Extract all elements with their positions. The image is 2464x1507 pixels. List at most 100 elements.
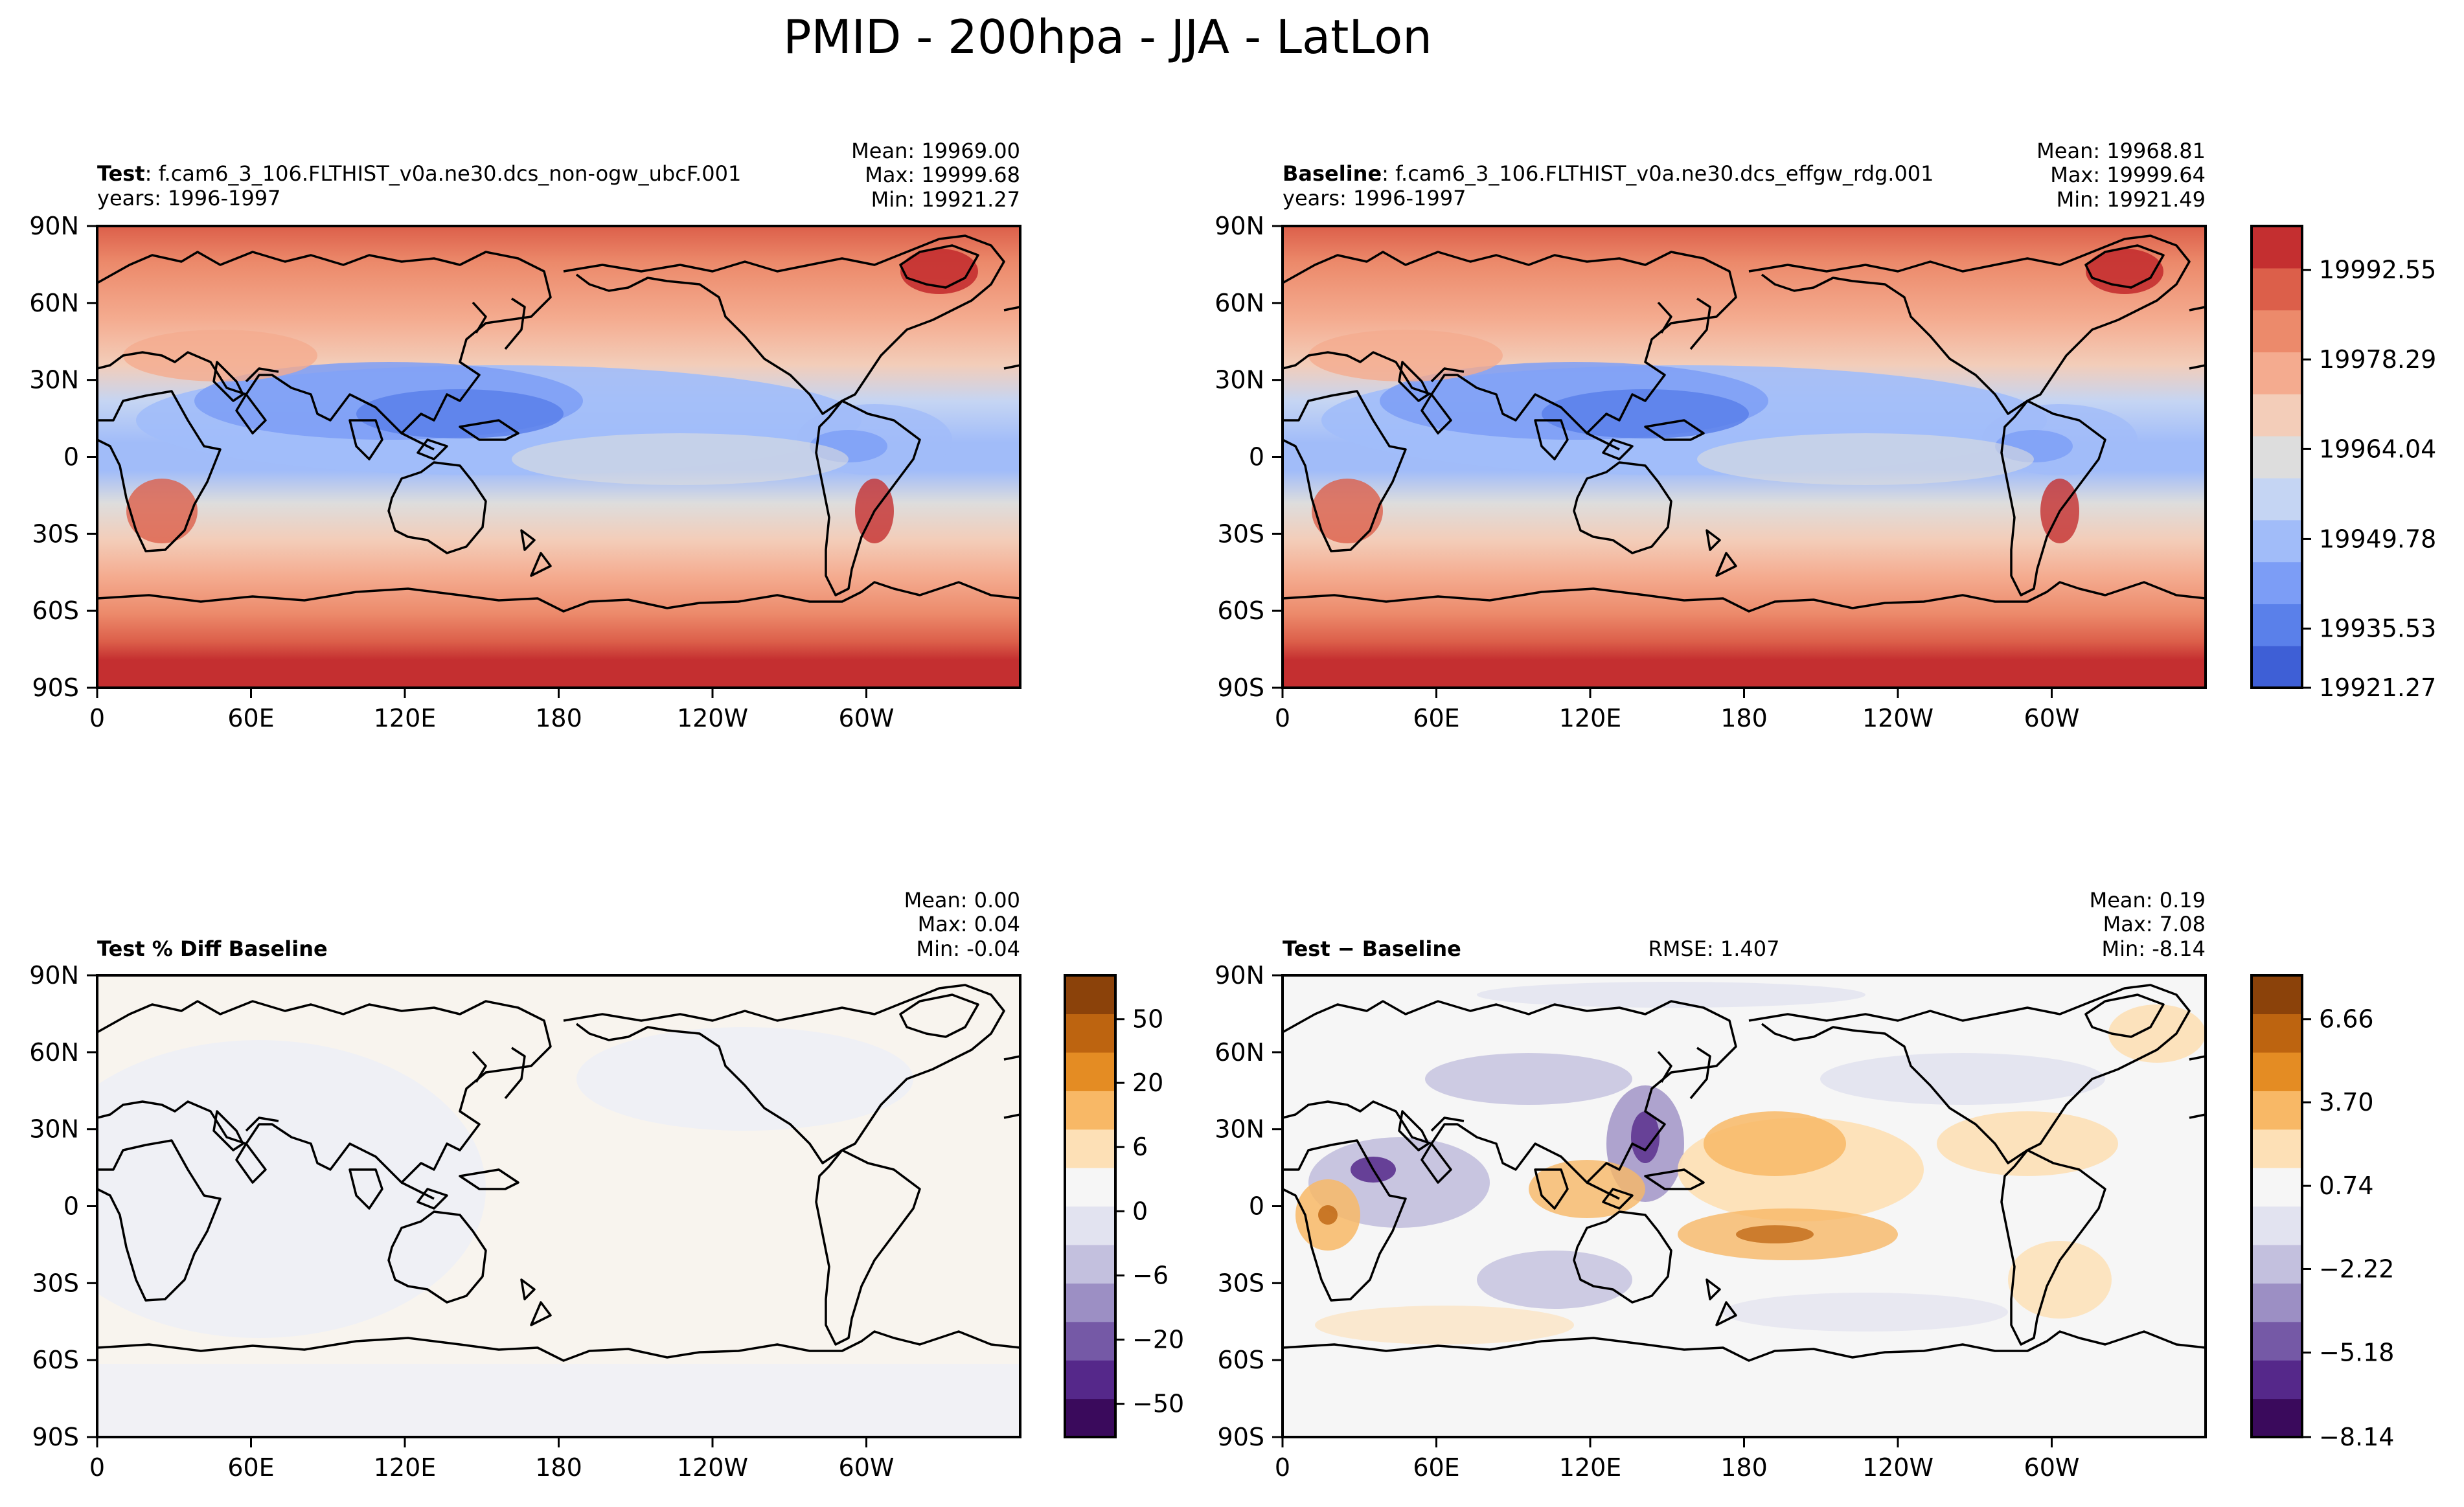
- pct-diff-xtick-label: 120E: [374, 1453, 437, 1482]
- diff-colorbar-swatch: [2252, 1129, 2302, 1168]
- upper-colorbar-tick-label: 19964.04: [2319, 435, 2436, 463]
- diff-panel: 0 60E 120E 180 120W 60W 90N 60N 30N 0 30S 60S 90S Te…: [1215, 888, 2207, 1482]
- pct-diff-colorbar-swatch: [1065, 1283, 1115, 1322]
- pct-diff-ytick-label: 30S: [32, 1269, 79, 1297]
- baseline-xtick-label: 120W: [1862, 704, 1934, 732]
- test-min: Min: 19921.27: [871, 187, 1020, 212]
- diff-colorbar-tick-label: −2.22: [2319, 1254, 2394, 1283]
- pct-diff-colorbar-swatch: [1065, 1360, 1115, 1399]
- baseline-ytick-label: 30N: [1215, 366, 1264, 394]
- diff-colorbar-frame: [2250, 974, 2303, 1438]
- baseline-ytick-label: 60N: [1215, 289, 1264, 317]
- svg-text:Test: f.cam6_3_106.FLTHIST_v0a: Test: f.cam6_3_106.FLTHIST_v0a.ne30.dcs_…: [97, 161, 741, 186]
- baseline-ytick-label: 60S: [1218, 596, 1264, 625]
- test-ytick-label: 90N: [29, 212, 79, 240]
- diff-colorbar-swatch: [2252, 1283, 2302, 1322]
- pct-diff-colorbar-swatch: [1065, 1398, 1115, 1438]
- pct-diff-colorbar: 50 20 6 0 −6 −20 −50: [1064, 974, 1184, 1438]
- test-xtick-label: 180: [535, 704, 582, 732]
- baseline-years: years: 1996-1997: [1283, 186, 1466, 210]
- pct-diff-colorbar-swatch: [1065, 1014, 1115, 1053]
- diff-max: Max: 7.08: [2103, 912, 2206, 936]
- pct-diff-ytick-label: 30N: [29, 1115, 79, 1144]
- diff-xtick-label: 120E: [1559, 1453, 1622, 1482]
- baseline-ytick-label: 90N: [1215, 212, 1264, 240]
- diff-ytick-label: 90S: [1218, 1423, 1264, 1451]
- diff-label: Test − Baseline: [1283, 936, 1461, 961]
- test-ytick-label: 60S: [32, 596, 79, 625]
- diff-ytick-label: 60S: [1218, 1346, 1264, 1374]
- diff-colorbar-swatch: [2252, 975, 2302, 1015]
- diff-colorbar-swatch: [2252, 1091, 2302, 1130]
- pct-diff-colorbar-tick-label: 20: [1132, 1069, 1163, 1097]
- baseline-min: Min: 19921.49: [2057, 187, 2206, 212]
- pct-diff-colorbar-tick-label: −6: [1132, 1261, 1169, 1289]
- pct-diff-xtick-label: 0: [89, 1453, 105, 1482]
- baseline-xtick-label: 60W: [2024, 704, 2080, 732]
- svg-text:Baseline: f.cam6_3_106.FLTHIST: Baseline: f.cam6_3_106.FLTHIST_v0a.ne30.…: [1283, 161, 1934, 186]
- diff-ytick-label: 30S: [1218, 1269, 1264, 1297]
- pct-diff-colorbar-swatch: [1065, 1168, 1115, 1207]
- baseline-map: [1283, 226, 2206, 688]
- baseline-mean: Mean: 19968.81: [2036, 139, 2206, 163]
- diff-colorbar-swatch: [2252, 1244, 2302, 1284]
- test-max: Max: 19999.68: [865, 163, 1020, 187]
- upper-colorbar-swatch: [2252, 436, 2302, 479]
- test-xtick-label: 60E: [227, 704, 274, 732]
- test-xtick-label: 120W: [677, 704, 748, 732]
- pct-diff-xtick-label: 60E: [227, 1453, 274, 1482]
- diff-ytick-label: 60N: [1215, 1038, 1264, 1067]
- diff-colorbar-swatch: [2252, 1206, 2302, 1245]
- pct-diff-colorbar-swatch: [1065, 975, 1115, 1015]
- diff-colorbar-swatch: [2252, 1052, 2302, 1091]
- pct-diff-colorbar-swatch: [1065, 1321, 1115, 1361]
- baseline-max: Max: 19999.64: [2050, 163, 2206, 187]
- diff-axes: 0 60E 120E 180 120W 60W 90N 60N 30N 0 30S 60S 90S: [1215, 961, 2079, 1482]
- pct-diff-xtick-label: 120W: [677, 1453, 748, 1482]
- upper-colorbar-tick-label: 19921.27: [2319, 674, 2436, 702]
- baseline-case-name: : f.cam6_3_106.FLTHIST_v0a.ne30.dcs_effg…: [1382, 161, 1934, 186]
- upper-colorbar-swatch: [2252, 226, 2302, 269]
- pct-diff-xtick-label: 60W: [839, 1453, 895, 1482]
- pct-diff-colorbar-tick-label: −20: [1132, 1326, 1184, 1354]
- upper-colorbar-swatch: [2252, 477, 2302, 521]
- baseline-ytick-label: 0: [1249, 443, 1264, 471]
- pct-diff-label: Test % Diff Baseline: [97, 936, 328, 961]
- pct-diff-map: [97, 975, 1020, 1437]
- upper-colorbar-swatch: [2252, 310, 2302, 353]
- test-ytick-label: 60N: [29, 289, 79, 317]
- diff-colorbar-swatch: [2252, 1014, 2302, 1053]
- baseline-xtick-label: 0: [1275, 704, 1290, 732]
- diff-colorbar-swatch: [2252, 1360, 2302, 1399]
- test-panel: 0 60E 120E 180 120W 60W 90N 60N 30N 0 30S 60S 90S Te…: [29, 139, 1021, 732]
- test-xtick-label: 0: [89, 704, 105, 732]
- pct-diff-ytick-label: 60S: [32, 1346, 79, 1374]
- pct-diff-colorbar-tick-label: 50: [1132, 1005, 1163, 1034]
- diff-colorbar-tick-label: 3.70: [2319, 1088, 2374, 1116]
- diff-colorbar-tick-label: −8.14: [2319, 1423, 2394, 1451]
- test-case-name: : f.cam6_3_106.FLTHIST_v0a.ne30.dcs_non-…: [145, 161, 742, 186]
- diff-colorbar-swatch: [2252, 1168, 2302, 1207]
- pct-diff-ytick-label: 60N: [29, 1038, 79, 1067]
- pct-diff-colorbar-swatch: [1065, 1129, 1115, 1168]
- diff-colorbar-tick-label: −5.18: [2319, 1339, 2394, 1367]
- upper-colorbar-swatch: [2252, 519, 2302, 563]
- pct-diff-colorbar-tick-label: −50: [1132, 1390, 1184, 1418]
- diff-colorbar-tick-label: 0.74: [2319, 1172, 2374, 1200]
- upper-colorbar-swatch: [2252, 561, 2302, 604]
- test-map: [97, 226, 1020, 688]
- upper-colorbar-tick-label: 19949.78: [2319, 525, 2436, 553]
- test-xtick-label: 120E: [374, 704, 437, 732]
- pct-diff-mean: Mean: 0.00: [904, 888, 1020, 912]
- test-label: Test: [97, 161, 145, 186]
- test-ytick-label: 30N: [29, 366, 79, 394]
- upper-colorbar-swatch: [2252, 646, 2302, 688]
- test-ytick-label: 0: [63, 443, 79, 471]
- diff-ytick-label: 90N: [1215, 961, 1264, 990]
- pct-diff-panel: 0 60E 120E 180 120W 60W 90N 60N 30N 0 30S 60S 90S Te…: [29, 888, 1021, 1482]
- figure-title: PMID - 200hpa - JJA - LatLon: [783, 10, 1432, 64]
- test-years: years: 1996-1997: [97, 186, 280, 210]
- upper-colorbar-tick-label: 19935.53: [2319, 615, 2436, 643]
- baseline-ytick-label: 90S: [1218, 674, 1264, 702]
